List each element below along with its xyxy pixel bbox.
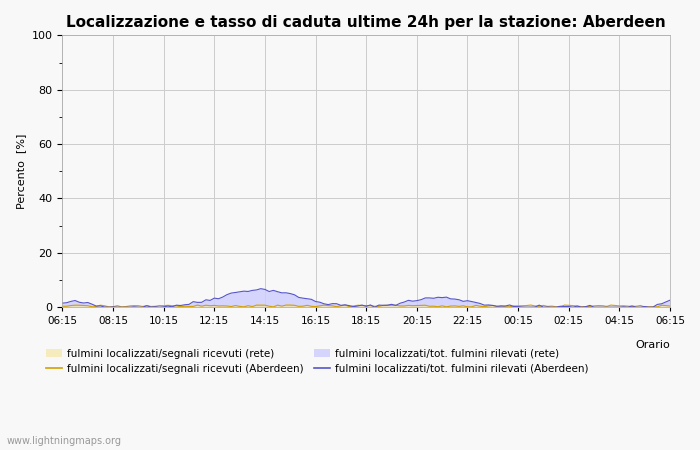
Legend: fulmini localizzati/segnali ricevuti (rete), fulmini localizzati/segnali ricevut: fulmini localizzati/segnali ricevuti (re… — [42, 345, 593, 378]
Title: Localizzazione e tasso di caduta ultime 24h per la stazione: Aberdeen: Localizzazione e tasso di caduta ultime … — [66, 15, 666, 30]
Text: Orario: Orario — [636, 340, 670, 350]
Y-axis label: Percento  [%]: Percento [%] — [16, 134, 26, 209]
Text: www.lightningmaps.org: www.lightningmaps.org — [7, 436, 122, 446]
